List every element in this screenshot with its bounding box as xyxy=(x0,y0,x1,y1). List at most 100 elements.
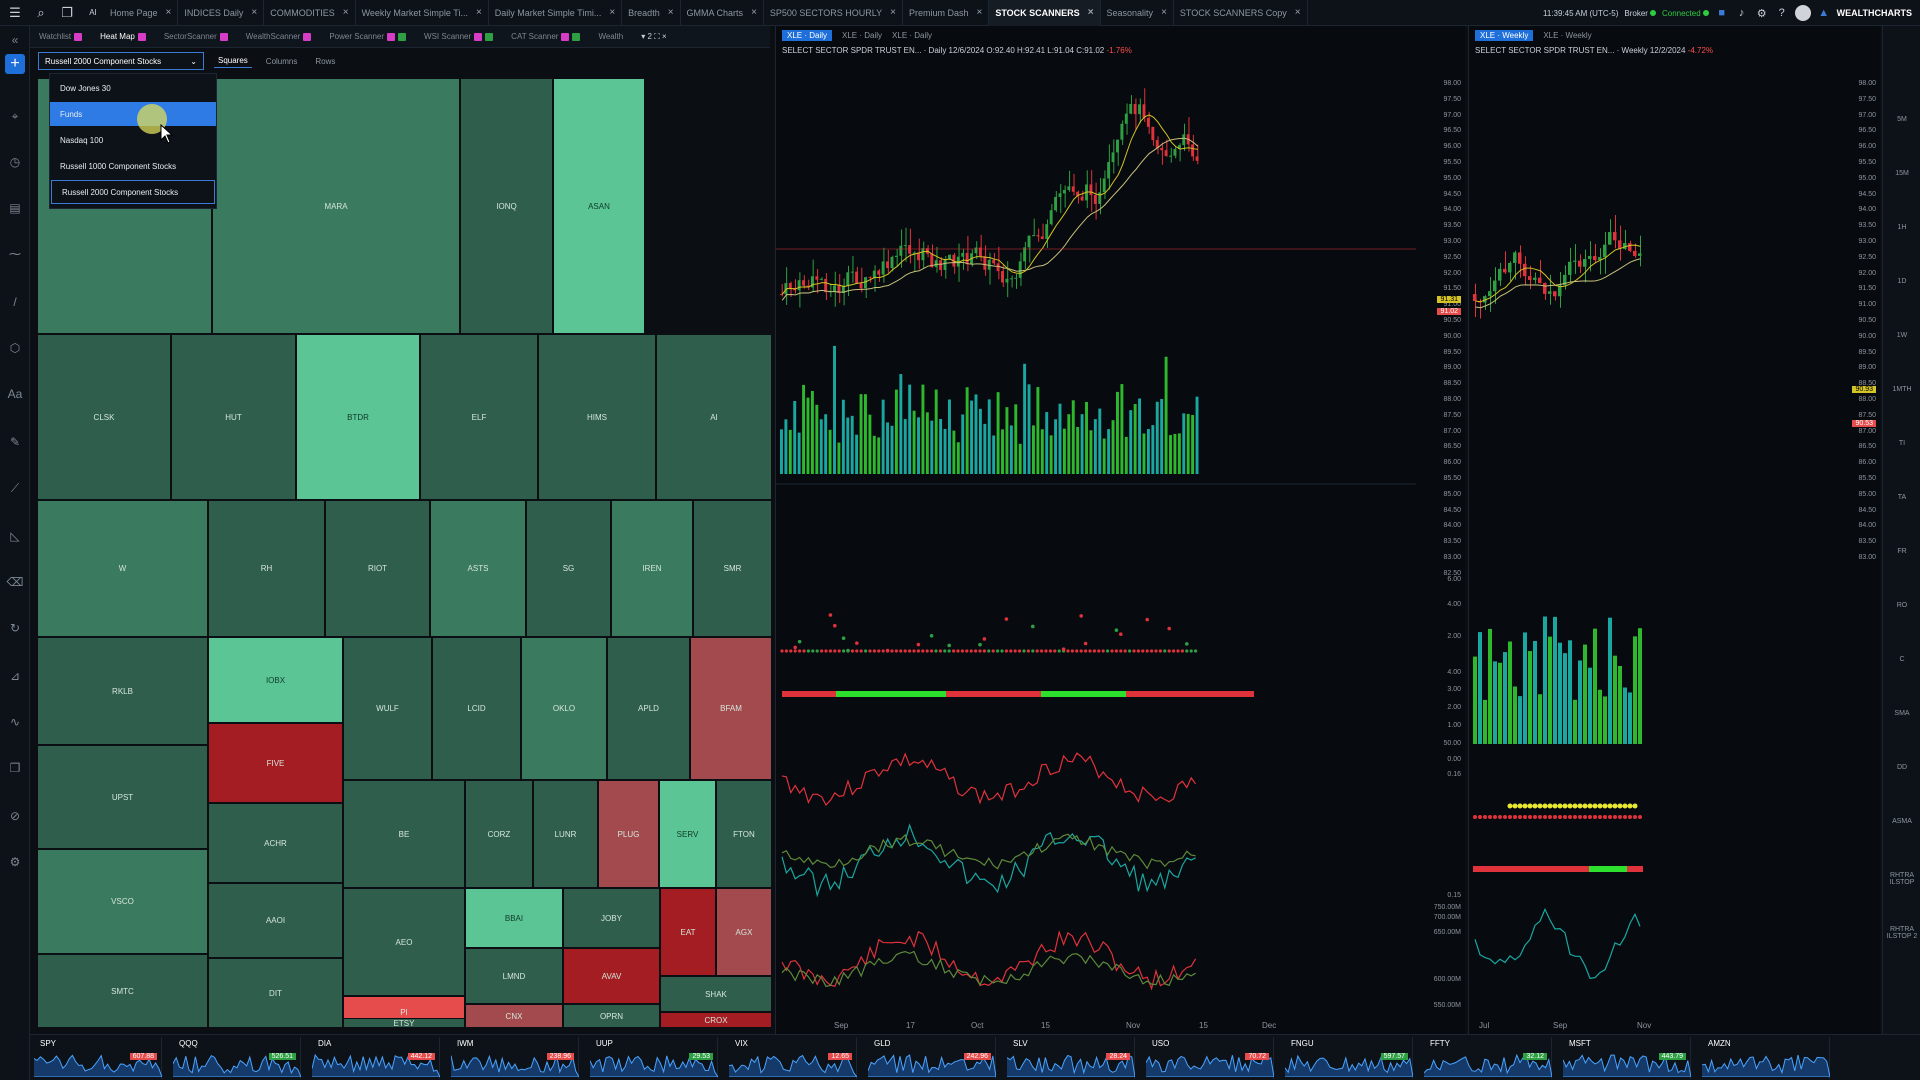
subtab-wealthscanner[interactable]: WealthScanner xyxy=(237,26,321,48)
heatmap-cell-avav[interactable]: AVAV xyxy=(563,948,660,1004)
heatmap-cell-crox[interactable]: CROX xyxy=(660,1012,772,1028)
heatmap-cell-shak[interactable]: SHAK xyxy=(660,976,772,1012)
link-icon[interactable]: ⊘ xyxy=(9,809,21,823)
layouts-icon[interactable]: ❐ xyxy=(61,4,73,20)
avatar[interactable] xyxy=(1794,5,1811,21)
heatmap-cell-apld[interactable]: APLD xyxy=(607,637,690,780)
view-tab-rows[interactable]: Rows xyxy=(315,56,336,66)
ticker-fngu[interactable]: FNGU 597.57 xyxy=(1281,1037,1413,1079)
ticker-msft[interactable]: MSFT 443.79 xyxy=(1559,1037,1691,1079)
heatmap-cell-oklo[interactable]: OKLO xyxy=(521,637,607,780)
measure-icon[interactable]: ◺ xyxy=(10,529,20,543)
ticker-gld[interactable]: GLD 242.96 xyxy=(864,1037,996,1079)
ticker-uup[interactable]: UUP 29.53 xyxy=(586,1037,718,1079)
brush-icon[interactable]: ⟋ xyxy=(10,480,20,495)
right-rail-item[interactable]: 1MTH xyxy=(1892,386,1912,393)
heatmap-cell-iren[interactable]: IREN xyxy=(611,500,693,637)
heatmap-cell-etsy[interactable]: ETSY xyxy=(343,1018,465,1028)
right-rail-item[interactable]: 15M xyxy=(1895,170,1909,177)
dropdown-item-funds[interactable]: Funds xyxy=(50,102,216,126)
heatmap-cell-sg[interactable]: SG xyxy=(526,500,611,637)
close-icon[interactable]: × xyxy=(342,7,349,18)
gear-icon[interactable]: ⚙ xyxy=(1756,7,1767,20)
close-icon[interactable]: × xyxy=(251,7,258,18)
tab-indices-daily[interactable]: INDICES Daily × xyxy=(178,0,265,26)
tab-gmma-charts[interactable]: GMMA Charts × xyxy=(681,0,764,26)
heatmap-cell-agx[interactable]: AGX xyxy=(716,888,772,976)
bell-icon[interactable]: ♪ xyxy=(1738,7,1745,19)
right-rail-item[interactable]: TI xyxy=(1898,440,1906,447)
ticker-amzn[interactable]: AMZN xyxy=(1698,1037,1830,1079)
ai-icon[interactable]: AI xyxy=(89,8,97,17)
heatmap-cell-ionq[interactable]: IONQ xyxy=(460,78,553,334)
right-rail-item[interactable]: RHTRA ILSTOP 2 xyxy=(1886,926,1918,940)
close-icon[interactable]: × xyxy=(1087,7,1094,18)
tab-daily-market[interactable]: Daily Market Simple Timi... × xyxy=(489,0,623,26)
panel-menu-icon[interactable]: ▾ 2 ⛶ × xyxy=(641,31,667,41)
subtab-wealth[interactable]: Wealth xyxy=(589,26,632,48)
right-rail-item[interactable]: FR xyxy=(1897,548,1907,555)
ticker-spy[interactable]: SPY 607.88 xyxy=(30,1037,162,1079)
chart-tab[interactable]: XLE · Weekly xyxy=(1543,30,1592,40)
close-icon[interactable]: × xyxy=(751,7,757,18)
text-tool-icon[interactable]: Aa xyxy=(7,387,23,401)
trend-icon[interactable]: ⁓ xyxy=(9,247,21,261)
universe-dropdown[interactable]: Russell 2000 Component Stocks ⌄ xyxy=(38,52,204,70)
subtab-cat-scanner[interactable]: CAT Scanner xyxy=(502,26,589,48)
tab-weekly-market[interactable]: Weekly Market Simple Ti... × xyxy=(356,0,489,26)
heatmap-cell-be[interactable]: BE xyxy=(343,780,465,888)
chart-tab[interactable]: XLE · Weekly xyxy=(1475,29,1534,41)
right-rail-item[interactable]: 1W xyxy=(1896,332,1908,339)
tab-stock-scanners[interactable]: STOCK SCANNERS × xyxy=(989,0,1101,26)
heatmap-cell-achr[interactable]: ACHR xyxy=(208,803,343,883)
shapes-icon[interactable]: ⬡ xyxy=(9,341,21,355)
weekly-chart-canvas[interactable] xyxy=(1469,44,1829,1034)
right-rail-item[interactable]: RHTRA ILSTOP xyxy=(1889,872,1915,886)
heatmap-cell-wulf[interactable]: WULF xyxy=(343,637,432,780)
ticker-ffty[interactable]: FFTY 32.12 xyxy=(1420,1037,1552,1079)
help-icon[interactable]: ? xyxy=(1778,7,1785,19)
subtab-wsi-scanner[interactable]: WSI Scanner xyxy=(415,26,502,48)
heatmap-cell-lunr[interactable]: LUNR xyxy=(533,780,598,888)
right-rail-item[interactable]: 5M xyxy=(1897,116,1907,123)
close-icon[interactable]: × xyxy=(1294,7,1301,18)
heatmap-cell-vsco[interactable]: VSCO xyxy=(37,849,208,954)
ticker-qqq[interactable]: QQQ 526.51 xyxy=(169,1037,301,1079)
heatmap-cell-asts[interactable]: ASTS xyxy=(430,500,526,637)
heatmap-cell-lcid[interactable]: LCID xyxy=(432,637,521,780)
chart-tab[interactable]: XLE · Daily xyxy=(842,30,883,40)
pencil-icon[interactable]: ✎ xyxy=(9,435,21,449)
dropdown-item-dow-jones[interactable]: Dow Jones 30 xyxy=(60,83,111,93)
heatmap-cell-corz[interactable]: CORZ xyxy=(465,780,533,888)
subtab-sectorscanner[interactable]: SectorScanner xyxy=(155,26,237,48)
heatmap-cell-cnx[interactable]: CNX xyxy=(465,1004,563,1028)
refresh-icon[interactable]: ↻ xyxy=(9,621,21,635)
close-icon[interactable]: × xyxy=(609,7,616,18)
calendar-icon[interactable]: ▤ xyxy=(9,201,21,215)
view-tab-squares[interactable]: Squares xyxy=(214,54,252,68)
subtab-power-scanner[interactable]: Power Scanner xyxy=(320,26,415,48)
close-icon[interactable]: × xyxy=(165,7,172,18)
heatmap-cell-smtc[interactable]: SMTC xyxy=(37,954,208,1028)
layers-icon[interactable]: ❐ xyxy=(9,761,21,775)
right-rail-item[interactable]: TA xyxy=(1897,494,1907,501)
heatmap-cell-elf[interactable]: ELF xyxy=(420,334,538,500)
view-tab-columns[interactable]: Columns xyxy=(265,56,298,66)
daily-chart-canvas[interactable] xyxy=(776,44,1416,1034)
heatmap-cell-btdr[interactable]: BTDR xyxy=(296,334,420,500)
chart-icon[interactable]: ⊿ xyxy=(9,669,21,683)
heatmap-cell-iobx[interactable]: IOBX xyxy=(208,637,343,723)
heatmap-cell-aeo[interactable]: AEO xyxy=(343,888,465,996)
heatmap-cell-hims[interactable]: HIMS xyxy=(538,334,656,500)
ticker-iwm[interactable]: IWM 238.96 xyxy=(447,1037,579,1079)
heatmap-cell-fton[interactable]: FTON xyxy=(716,780,772,888)
tab-breadth[interactable]: Breadth × xyxy=(622,0,681,26)
search-icon[interactable]: ⌕ xyxy=(37,4,45,20)
heatmap-cell-bfam[interactable]: BFAM xyxy=(690,637,772,780)
subtab-watchlist[interactable]: Watchlist xyxy=(30,26,91,48)
dropdown-item-russell-2000[interactable]: Russell 2000 Component Stocks xyxy=(51,180,215,204)
heatmap-cell-bbai[interactable]: BBAI xyxy=(465,888,563,948)
close-icon[interactable]: × xyxy=(667,7,674,18)
close-icon[interactable]: × xyxy=(890,7,896,18)
heatmap-cell-hut[interactable]: HUT xyxy=(171,334,296,500)
